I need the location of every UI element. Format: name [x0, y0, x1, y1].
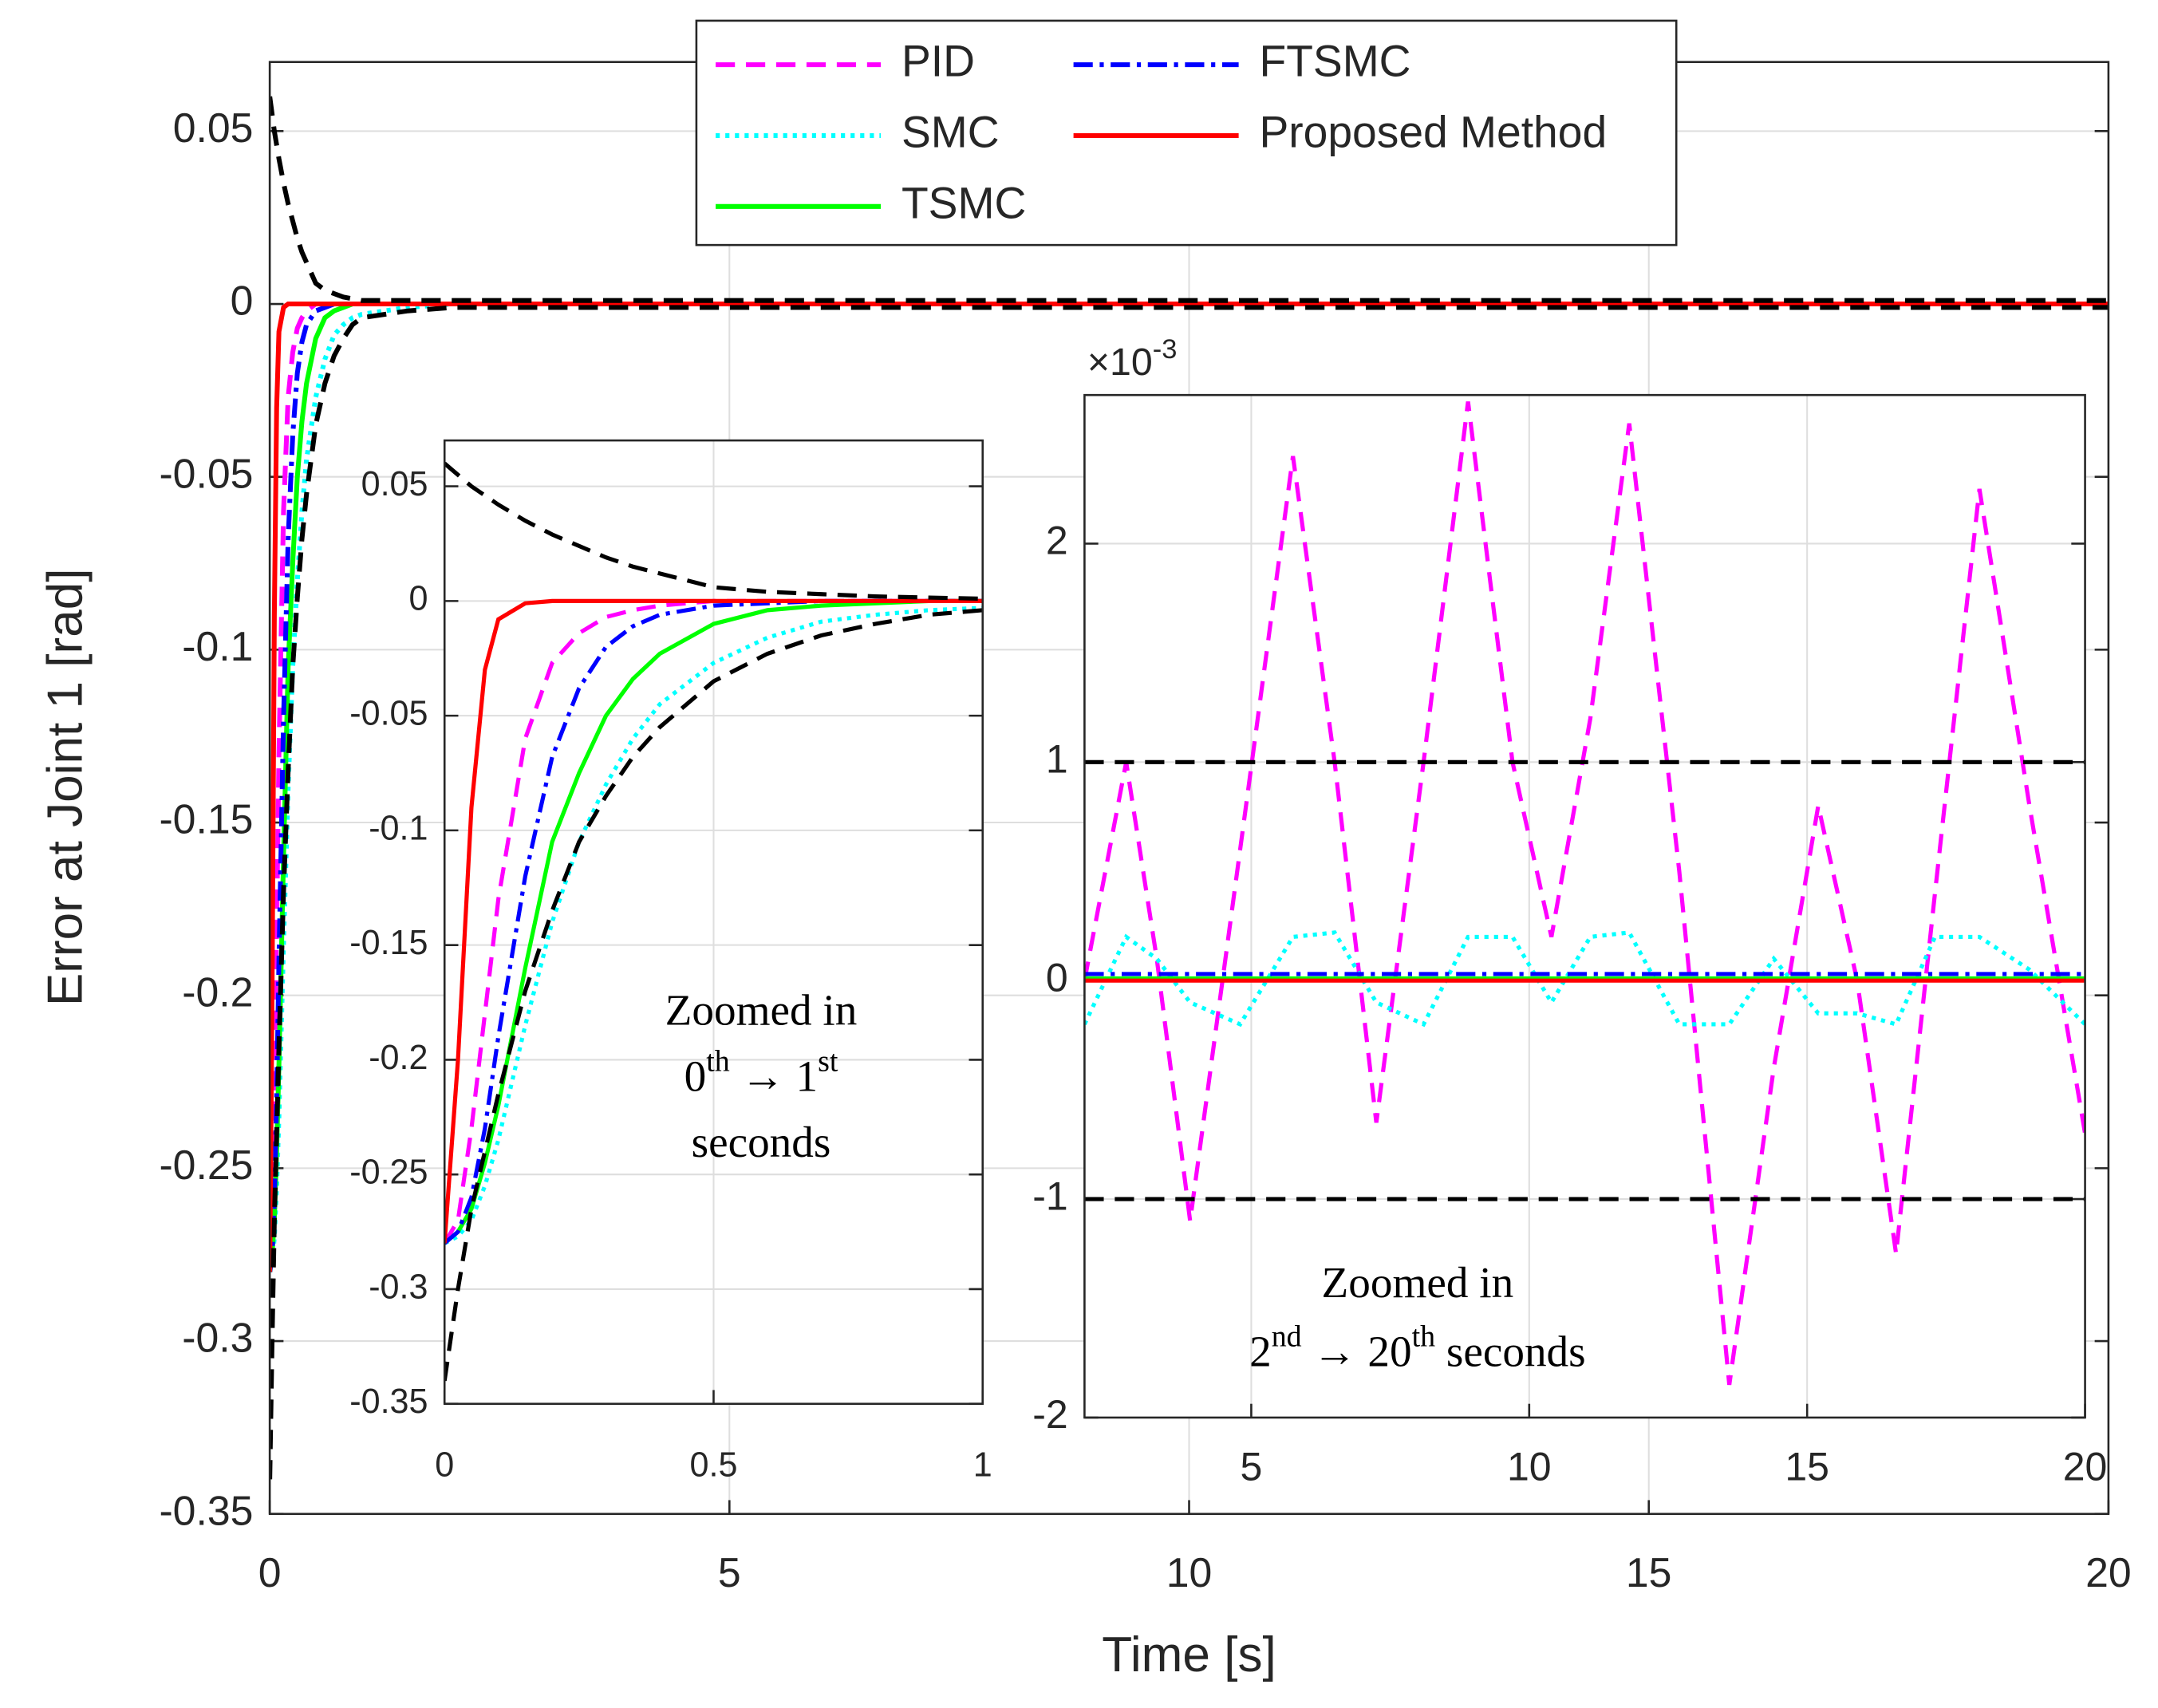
annotation-part: 0 — [684, 1051, 707, 1100]
annotation-part: → 1 — [730, 1051, 818, 1100]
y-tick-label: -0.35 — [349, 1383, 428, 1421]
y-tick-label: -0.3 — [369, 1268, 428, 1306]
annotation: Zoomed in — [665, 985, 858, 1034]
annotation-part: → 20 — [1302, 1327, 1412, 1375]
series-line — [270, 301, 2109, 1272]
annotation-part: Zoomed in — [665, 985, 858, 1034]
y-tick-label: -0.2 — [182, 968, 253, 1015]
y-tick-label: -0.05 — [349, 695, 428, 733]
y-tick-label: -0.35 — [159, 1487, 253, 1533]
lines — [1084, 401, 2085, 1386]
annotation-part: seconds — [1435, 1327, 1586, 1375]
y-tick-label: -0.15 — [349, 924, 428, 962]
axis-exponent: ×10-3 — [1087, 334, 1178, 384]
annotation: 2nd → 20th seconds — [1249, 1319, 1586, 1375]
annotation-part: th — [706, 1044, 730, 1078]
annotation-part: st — [818, 1044, 838, 1078]
legend-label: Proposed Method — [1259, 108, 1607, 157]
x-tick-label: 5 — [1241, 1445, 1263, 1489]
axes: 0 0.5 1 0.05 0 -0.05 -0.1 -0.15 -0.2 -0.25 -0.3 -0.… — [349, 439, 992, 1484]
x-tick-label: 0 — [435, 1446, 454, 1484]
legend-label: SMC — [901, 108, 1000, 157]
y-tick-label: 0 — [231, 278, 254, 324]
x-axis-label: Time [s] — [1102, 1627, 1276, 1682]
y-tick-label: -0.05 — [159, 450, 253, 496]
x-tick-label: 15 — [1626, 1549, 1672, 1596]
y-tick-label: -0.15 — [159, 796, 253, 842]
series-line — [1084, 930, 2085, 1028]
series-line — [444, 461, 983, 602]
series-line — [444, 598, 983, 1244]
y-tick-label: 2 — [1046, 519, 1068, 563]
y-tick-label: -0.25 — [159, 1142, 253, 1188]
annotation: seconds — [692, 1118, 831, 1166]
axes-frame — [443, 439, 984, 1405]
legend-label: FTSMC — [1259, 37, 1410, 86]
lines — [444, 461, 983, 1382]
annotation-part: Zoomed in — [1322, 1258, 1514, 1307]
x-tick-label: 5 — [718, 1549, 741, 1596]
legend-label: TSMC — [901, 178, 1026, 227]
legend-label: PID — [901, 37, 975, 86]
series-line — [444, 598, 983, 1245]
y-tick-label: 0 — [1046, 955, 1068, 1000]
series-line — [444, 598, 983, 1245]
x-tick-label: 20 — [2063, 1445, 2108, 1489]
annotation-part: seconds — [692, 1118, 831, 1166]
annotation-part: nd — [1272, 1319, 1302, 1353]
annotation: Zoomed in — [1322, 1258, 1514, 1307]
annotation-part: 2 — [1249, 1327, 1272, 1375]
y-tick-label: 1 — [1046, 737, 1068, 782]
y-tick-label: -0.1 — [369, 809, 428, 847]
series-line — [444, 605, 983, 1245]
y-tick-label: -0.3 — [182, 1315, 253, 1361]
y-tick-label: -2 — [1032, 1392, 1067, 1437]
legend: PID SMC TSMC FTSMC Proposed Method — [695, 19, 1678, 247]
y-tick-label: -1 — [1032, 1174, 1067, 1218]
x-tick-label: 20 — [2085, 1549, 2132, 1596]
x-tick-label: 15 — [1785, 1445, 1829, 1489]
annotation-part: th — [1412, 1319, 1436, 1353]
y-tick-label: 0.05 — [361, 465, 428, 503]
y-tick-label: -0.2 — [369, 1039, 428, 1077]
y-tick-label: -0.25 — [349, 1154, 428, 1192]
series-line — [270, 305, 2109, 1480]
y-tick-label: 0.05 — [173, 105, 254, 151]
x-tick-label: 10 — [1166, 1549, 1213, 1596]
axes-frame — [1083, 393, 2086, 1419]
series-line — [270, 96, 2109, 303]
x-tick-label: 0.5 — [690, 1446, 738, 1484]
y-tick-label: -0.1 — [182, 623, 253, 669]
series-line — [444, 608, 983, 1382]
annotation: 0th → 1st — [684, 1044, 838, 1100]
exponent-part: ×10 — [1087, 341, 1153, 384]
y-tick-label: 0 — [409, 580, 428, 618]
exponent-part: -3 — [1153, 334, 1178, 365]
x-tick-label: 10 — [1507, 1445, 1552, 1489]
lines — [270, 96, 2109, 1480]
x-tick-label: 0 — [258, 1549, 282, 1596]
y-axis-label: Error at Joint 1 [rad] — [38, 568, 93, 1006]
x-tick-label: 1 — [973, 1446, 992, 1484]
